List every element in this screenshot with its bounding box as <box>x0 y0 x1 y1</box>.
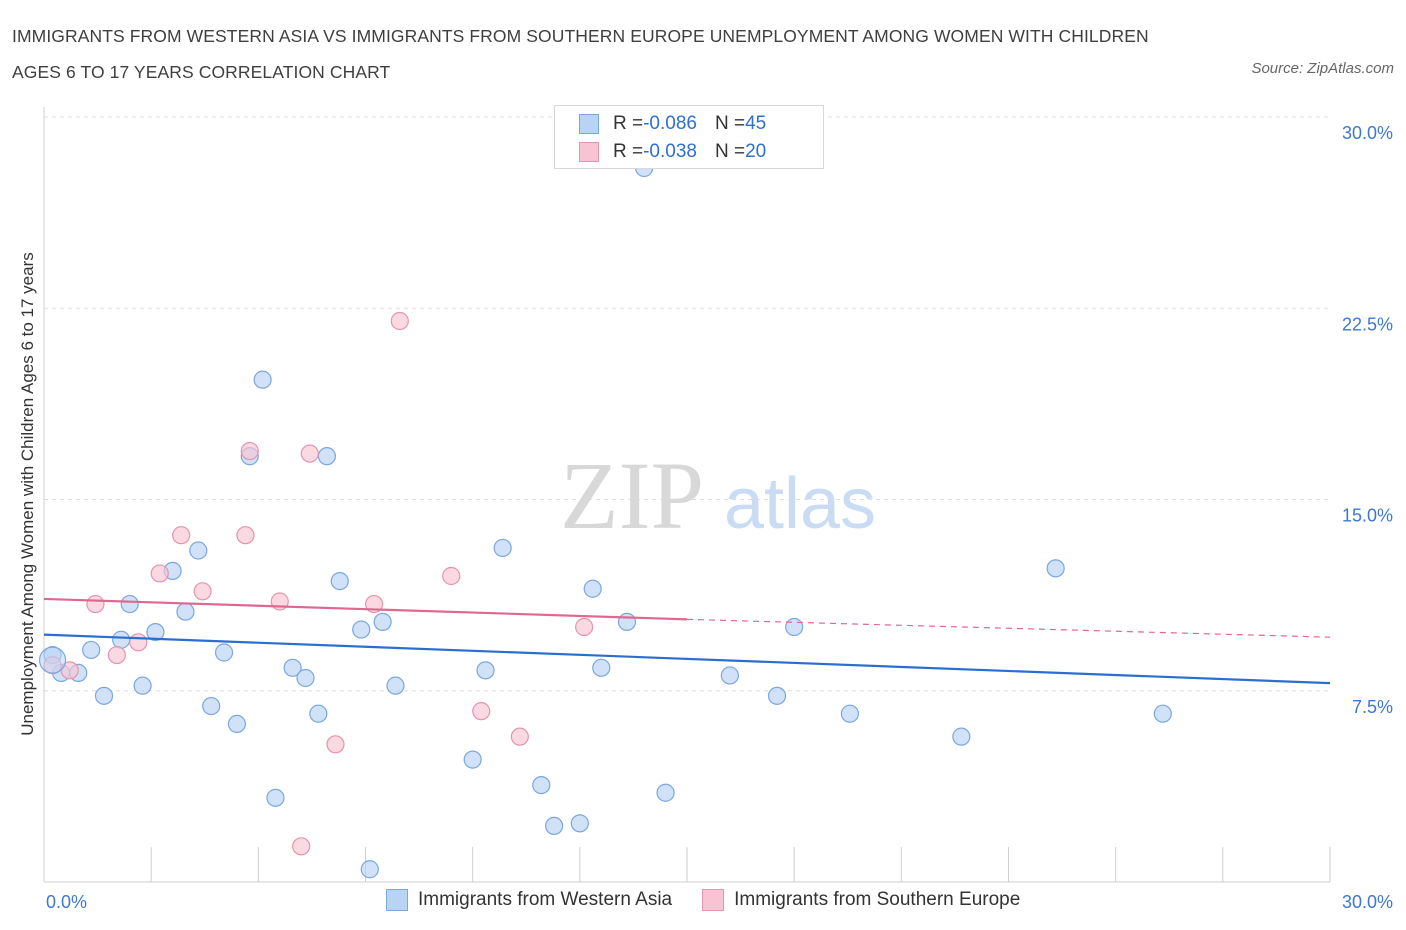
western-asia-point <box>952 727 971 746</box>
western-asia-point <box>146 622 165 642</box>
western-asia-point <box>840 704 859 723</box>
southern-europe-point <box>150 564 169 583</box>
y-tick-label: 22.5% <box>1342 314 1393 334</box>
western-asia-point <box>120 594 139 614</box>
legend-row-southern-europe: R = -0.038 N = 20 <box>579 140 766 164</box>
western-asia-point <box>592 658 611 677</box>
western-asia-swatch <box>386 889 408 911</box>
legend-row-western-asia: R = -0.086 N = 45 <box>579 112 766 136</box>
western-asia-point <box>463 750 482 769</box>
southern-europe-point <box>236 526 255 545</box>
western-asia-point <box>360 860 379 879</box>
western-asia-point <box>214 643 234 662</box>
series-legend: Immigrants from Western Asia Immigrants … <box>386 889 1050 911</box>
legend-n-label: N = <box>714 141 746 162</box>
southern-europe-point <box>240 441 259 461</box>
western-asia-point <box>38 646 67 674</box>
western-asia-point <box>176 602 195 621</box>
southern-europe-point <box>326 735 345 754</box>
western-asia-point <box>112 630 131 649</box>
western-asia-point <box>476 661 495 680</box>
legend-r-label: R = <box>613 141 644 162</box>
x-tick-label: 0.0% <box>46 892 87 912</box>
southern-europe-point <box>390 311 409 331</box>
southern-europe-point <box>129 633 148 652</box>
legend-r-value: -0.038 <box>643 141 697 162</box>
western-asia-point <box>202 696 221 716</box>
x-tick-label: 30.0% <box>1342 892 1393 912</box>
western-asia-point <box>266 788 285 807</box>
watermark-atlas: atlas <box>724 464 876 544</box>
western-asia-point <box>352 620 371 639</box>
watermark-zip: ZIP <box>560 442 704 549</box>
western-asia-point <box>617 612 637 632</box>
legend-n-label: N = <box>714 113 746 134</box>
legend-n-value: 20 <box>745 141 767 162</box>
southern-europe-trend-extension <box>686 618 1331 638</box>
western-asia-point <box>253 370 272 389</box>
southern-europe-trend-line <box>43 597 688 621</box>
western-asia-point <box>94 686 114 705</box>
legend-label-southern-europe: Immigrants from Southern Europe <box>734 889 1021 910</box>
watermark: ZIP atlas <box>560 442 876 549</box>
southern-europe-point <box>442 566 461 586</box>
western-asia-point <box>1153 704 1172 723</box>
southern-europe-point <box>575 617 594 637</box>
source-label: Source: ZipAtlas.com <box>1251 60 1394 77</box>
western-asia-point <box>570 814 589 833</box>
western-asia-point <box>296 668 315 688</box>
western-asia-point <box>656 783 675 802</box>
western-asia-point <box>493 538 512 558</box>
western-asia-swatch <box>579 114 599 134</box>
southern-europe-point <box>193 582 212 601</box>
chart-title: IMMIGRANTS FROM WESTERN ASIA VS IMMIGRAN… <box>12 26 1149 82</box>
western-asia-point <box>317 447 337 466</box>
western-asia-point <box>82 640 101 660</box>
y-tick-label: 7.5% <box>1352 697 1393 717</box>
western-asia-point <box>1046 559 1065 578</box>
legend-n-value: 45 <box>745 113 767 134</box>
western-asia-point <box>330 571 349 591</box>
southern-europe-point <box>472 702 491 721</box>
western-asia-trend-line <box>43 633 1331 685</box>
southern-europe-swatch <box>579 142 599 162</box>
legend-label-western-asia: Immigrants from Western Asia <box>418 889 673 910</box>
southern-europe-point <box>292 837 311 856</box>
southern-europe-swatch <box>702 889 725 911</box>
western-asia-point <box>532 775 551 795</box>
southern-europe-point <box>86 594 105 614</box>
southern-europe-point <box>300 444 319 463</box>
western-asia-point <box>720 666 739 685</box>
southern-europe-point <box>172 526 191 545</box>
legend-r-label: R = <box>613 113 644 134</box>
y-tick-label: 15.0% <box>1342 506 1393 526</box>
western-asia-point <box>189 541 208 560</box>
western-asia-point <box>373 612 392 632</box>
western-asia-point <box>386 676 405 695</box>
trend-lines <box>43 597 1331 685</box>
western-asia-point <box>227 714 246 734</box>
y-tick-label: 30.0% <box>1342 123 1393 143</box>
legend-item-western-asia: Immigrants from Western Asia <box>386 889 672 911</box>
western-asia-point <box>283 658 302 677</box>
western-asia-point <box>309 704 328 723</box>
southern-europe-point <box>107 645 126 665</box>
southern-europe-point <box>510 727 529 746</box>
western-asia-point <box>133 676 152 695</box>
y-axis-label: Unemployment Among Women with Children A… <box>18 252 37 736</box>
legend-item-southern-europe: Immigrants from Southern Europe <box>702 889 1020 911</box>
western-asia-point <box>583 579 602 598</box>
correlation-legend: R = -0.086 N = 45 R = -0.038 N = 20 <box>554 105 824 169</box>
western-asia-point <box>767 686 787 705</box>
tick-labels: 7.5% 15.0% 22.5% 30.0% 0.0% 30.0% <box>46 123 1393 912</box>
legend-r-value: -0.086 <box>643 113 697 134</box>
western-asia-point <box>785 617 804 637</box>
western-asia-point <box>545 816 564 836</box>
